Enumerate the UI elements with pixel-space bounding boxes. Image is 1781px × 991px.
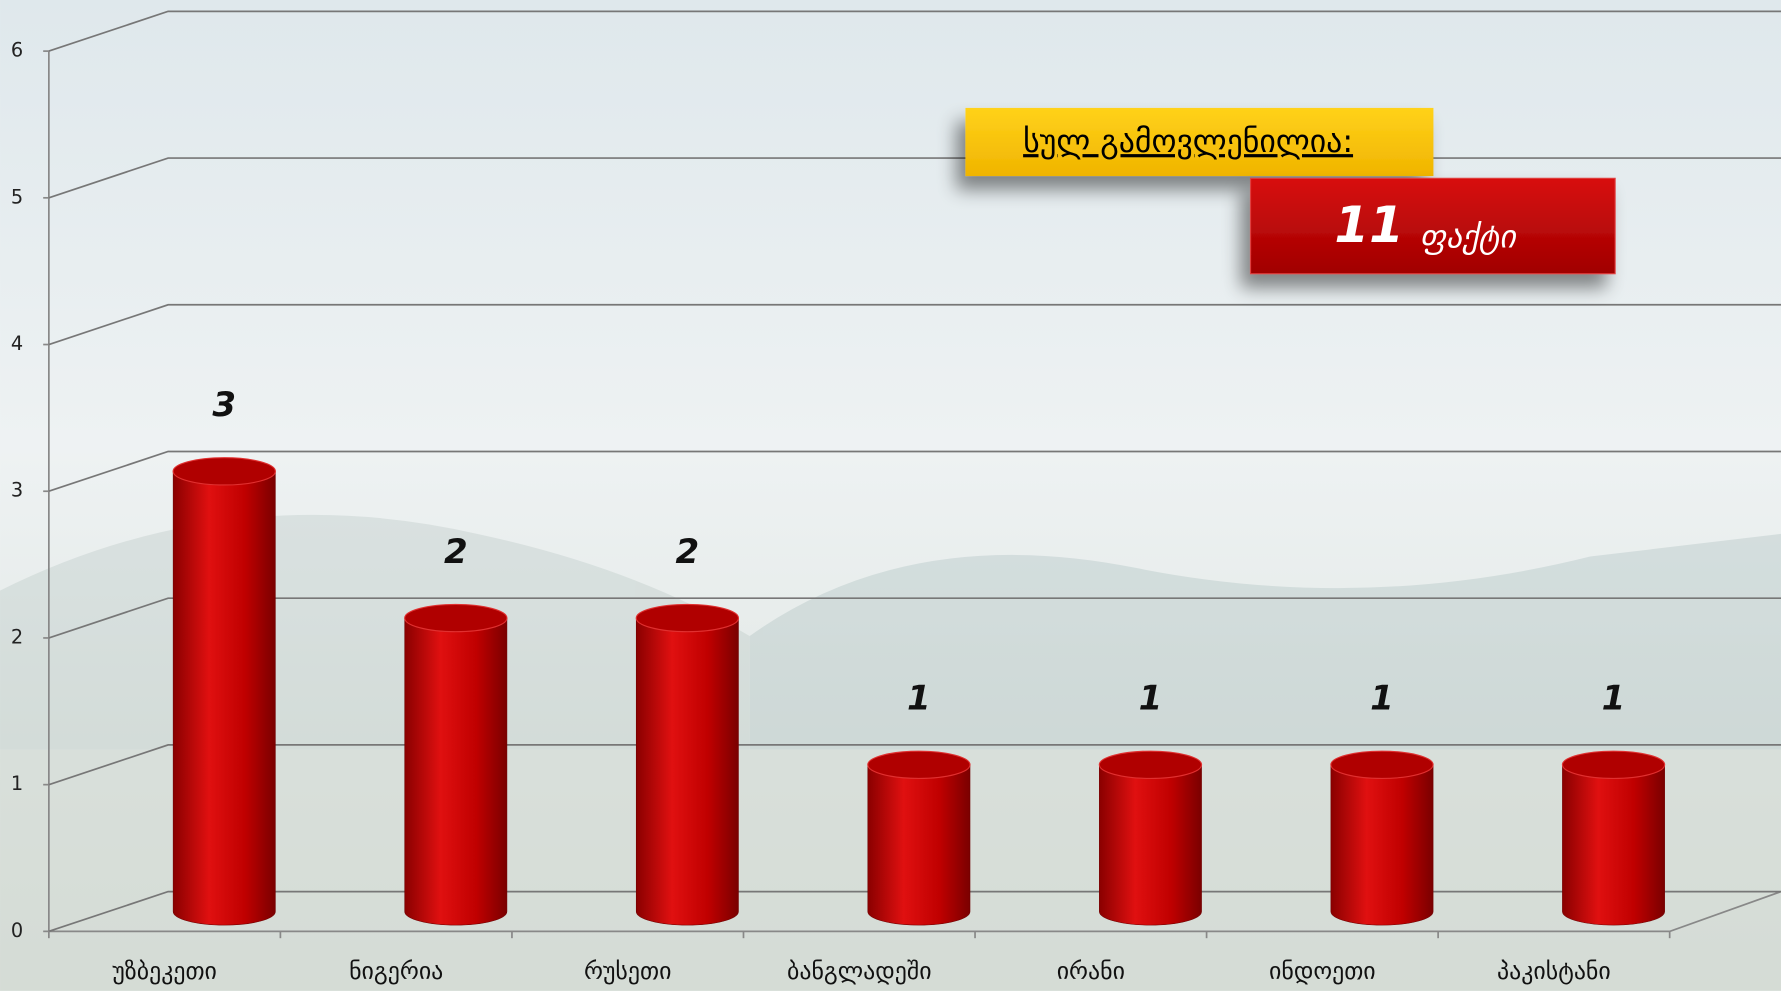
- data-label: 1: [1602, 679, 1626, 719]
- y-tick-label: 0: [11, 919, 23, 942]
- bar-top: [867, 750, 971, 779]
- x-tick-label: რუსეთი: [584, 957, 671, 985]
- grid-line: [48, 597, 1781, 639]
- bar: [635, 603, 740, 926]
- axes: 0 1 2 3 4 5 6 უზბეკეთი ნიგერია რუსეთი ბანგლადეში ირ…: [11, 10, 1781, 985]
- bar-body: [172, 471, 276, 926]
- y-tick-label: 2: [11, 625, 23, 648]
- bar: [172, 457, 276, 926]
- bar-top: [635, 603, 740, 633]
- y-tick-label: 1: [11, 772, 23, 795]
- data-label: 1: [1370, 679, 1394, 719]
- data-label: 2: [675, 532, 699, 572]
- grid-line: [48, 10, 1781, 52]
- y-tick-label: 3: [11, 479, 23, 502]
- x-tick-label: ნიგერია: [349, 957, 443, 985]
- y-tick-label: 4: [11, 332, 23, 355]
- x-tick-label: პაკისტანი: [1497, 957, 1611, 985]
- bar: [1330, 750, 1434, 926]
- data-label: 2: [444, 532, 468, 572]
- annotation-total: 11: [1334, 196, 1404, 254]
- x-tick-label: ბანგლადეში: [787, 957, 932, 985]
- data-label: 3: [212, 385, 236, 425]
- x-tick-label: ინდოეთი: [1269, 957, 1376, 985]
- x-tick-label: უზბეკეთი: [112, 957, 217, 985]
- bar-top: [172, 457, 276, 486]
- bar-body: [1330, 764, 1434, 926]
- x-tick-label: ირანი: [1057, 957, 1125, 985]
- bar-top: [1561, 750, 1666, 779]
- y-tick-label: 5: [11, 185, 23, 208]
- bar-body: [1099, 764, 1202, 926]
- bar-top: [404, 603, 508, 633]
- bar-body: [635, 617, 739, 926]
- bar-top: [1098, 750, 1203, 779]
- annotation-unit: ფაქტი: [1420, 219, 1518, 256]
- bar-body: [1562, 764, 1665, 926]
- bar-top: [1330, 750, 1434, 779]
- data-label: 1: [907, 679, 931, 719]
- grid-line: [48, 450, 1781, 493]
- grid-line: [48, 744, 1781, 786]
- bar-body: [404, 617, 508, 926]
- annotation: სულ გამოვლენილია: 11 ფაქტი: [965, 107, 1616, 275]
- bar: [867, 750, 971, 926]
- bars: 3 2 2 1 1 1 1: [172, 385, 1666, 926]
- annotation-label-box: [965, 107, 1434, 177]
- bar: [1098, 750, 1203, 926]
- grid-line: [48, 890, 1781, 933]
- bar-body: [867, 764, 971, 926]
- annotation-label: სულ გამოვლენილია:: [1023, 123, 1353, 160]
- data-label: 1: [1139, 679, 1163, 719]
- grid-line: [48, 303, 1781, 346]
- annotation-total-box: [1249, 177, 1616, 275]
- bar: [404, 603, 508, 926]
- y-tick-label: 6: [11, 39, 23, 62]
- bar: [1561, 750, 1666, 926]
